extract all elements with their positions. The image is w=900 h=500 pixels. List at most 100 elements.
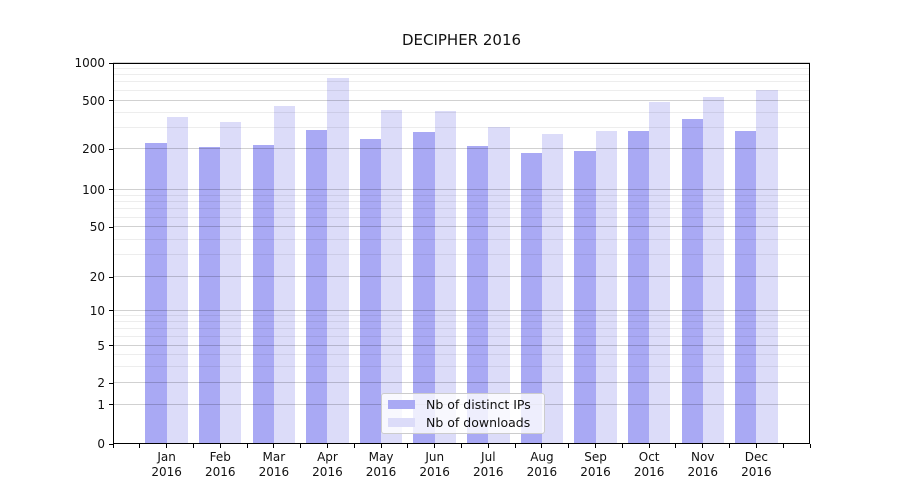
x-tick-mark-23 — [729, 444, 731, 448]
minor-gridline-6 — [113, 335, 810, 337]
minor-gridline-3 — [113, 365, 810, 367]
y-tick-label-2: 2 — [97, 376, 105, 391]
minor-gridline-400 — [113, 111, 810, 113]
y-tick-mark-2 — [109, 382, 113, 384]
bar-distinct-ips-aug — [520, 153, 542, 444]
x-tick-label-dec-2016: Dec 2016 — [724, 450, 788, 480]
bar-distinct-ips-sep — [574, 150, 596, 444]
x-tick-month: Aug — [530, 450, 554, 464]
bars-layer — [113, 63, 810, 444]
x-tick-mark-22 — [702, 444, 704, 448]
x-tick-mark-18 — [595, 444, 597, 448]
bar-downloads-mar — [273, 106, 296, 444]
x-tick-month: Jan — [157, 450, 176, 464]
x-tick-year: 2016 — [419, 465, 450, 479]
y-tick-mark-0 — [109, 443, 113, 445]
y-tick-label-0: 0 — [97, 437, 105, 451]
legend-label: Nb of downloads — [426, 414, 531, 430]
x-tick-label-jul-2016: Jul 2016 — [456, 450, 520, 480]
y-tick-mark-20 — [109, 276, 113, 278]
legend-item-downloads: Nb of downloads — [388, 414, 538, 432]
bar-distinct-ips-dec — [735, 130, 757, 444]
y-tick-label-20: 20 — [89, 270, 105, 285]
legend-swatch-downloads — [388, 417, 415, 427]
x-tick-mark-19 — [621, 444, 623, 448]
y-tick-mark-100 — [109, 189, 113, 191]
bar-distinct-ips-jun — [413, 131, 435, 444]
x-tick-label-aug-2016: Aug 2016 — [510, 450, 574, 480]
minor-gridline-600 — [113, 89, 810, 91]
x-tick-label-apr-2016: Apr 2016 — [295, 450, 359, 480]
x-tick-mark-24 — [755, 444, 757, 448]
bar-distinct-ips-feb — [198, 146, 221, 444]
minor-gridline-800 — [113, 74, 810, 76]
bar-downloads-feb — [220, 121, 242, 444]
bar-downloads-jul — [488, 127, 510, 444]
minor-gridline-300 — [113, 126, 810, 128]
x-tick-year: 2016 — [258, 465, 290, 479]
minor-gridline-70 — [113, 208, 810, 210]
minor-gridline-60 — [113, 216, 810, 218]
y-tick-mark-200 — [109, 148, 113, 150]
legend-item-distinct-ips: Nb of distinct IPs — [388, 396, 538, 414]
plot-area: Nb of distinct IPs Nb of downloads — [113, 62, 810, 444]
bar-distinct-ips-nov — [681, 119, 703, 444]
x-tick-year: 2016 — [473, 465, 504, 479]
x-tick-month: May — [368, 450, 394, 464]
x-tick-label-may-2016: May 2016 — [349, 450, 413, 480]
y-tick-label-1000: 1000 — [74, 56, 105, 70]
y-tick-label-10: 10 — [89, 303, 105, 318]
minor-gridline-900 — [113, 67, 810, 69]
x-tick-mark-20 — [648, 444, 650, 448]
x-tick-mark-9 — [353, 444, 355, 448]
x-tick-label-nov-2016: Nov 2016 — [671, 450, 735, 480]
major-gridline-50 — [113, 226, 810, 228]
x-tick-mark-10 — [380, 444, 382, 448]
x-tick-mark-7 — [300, 444, 302, 448]
bar-distinct-ips-mar — [252, 144, 274, 444]
minor-gridline-80 — [113, 201, 810, 203]
bar-downloads-aug — [541, 133, 564, 444]
minor-gridline-8 — [113, 320, 810, 322]
x-tick-mark-15 — [514, 444, 516, 448]
y-tick-label-5: 5 — [97, 338, 105, 353]
x-tick-mark-11 — [407, 444, 409, 448]
minor-gridline-40 — [113, 238, 810, 240]
legend-swatch-distinct-ips — [388, 400, 415, 410]
y-tick-label-500: 500 — [82, 93, 105, 108]
x-tick-mark-17 — [568, 444, 570, 448]
y-tick-mark-1 — [109, 404, 113, 406]
x-tick-mark-1 — [139, 444, 141, 448]
x-tick-mark-16 — [541, 444, 543, 448]
y-tick-mark-10 — [109, 310, 113, 312]
x-tick-month: Jul — [481, 450, 496, 464]
x-tick-month: Nov — [691, 450, 715, 464]
bar-distinct-ips-apr — [306, 129, 328, 444]
major-gridline-2 — [113, 382, 810, 384]
x-tick-mark-25 — [782, 444, 784, 448]
major-gridline-1000 — [113, 62, 810, 63]
x-tick-year: 2016 — [365, 465, 397, 479]
x-tick-label-mar-2016: Mar 2016 — [242, 450, 306, 480]
x-tick-mark-4 — [219, 444, 221, 448]
x-tick-mark-26 — [809, 444, 811, 448]
x-tick-month: Apr — [317, 450, 338, 464]
x-tick-month: Oct — [638, 450, 660, 464]
x-tick-year: 2016 — [580, 465, 611, 479]
x-tick-mark-2 — [166, 444, 168, 448]
x-tick-month: Mar — [262, 450, 286, 464]
x-tick-year: 2016 — [312, 465, 343, 479]
bar-downloads-jan — [166, 117, 188, 444]
x-tick-label-oct-2016: Oct 2016 — [617, 450, 681, 480]
y-tick-label-100: 100 — [82, 182, 105, 197]
bar-distinct-ips-oct — [627, 130, 650, 444]
bar-downloads-jun — [434, 110, 456, 444]
chart-title: DECIPHER 2016 — [401, 31, 522, 49]
x-tick-month: Jun — [425, 450, 445, 464]
y-tick-label-200: 200 — [82, 142, 105, 157]
bar-downloads-sep — [595, 130, 617, 444]
legend-label: Nb of distinct IPs — [426, 397, 531, 413]
minor-gridline-7 — [113, 327, 810, 329]
y-tick-label-50: 50 — [89, 220, 105, 235]
x-tick-label-sep-2016: Sep 2016 — [564, 450, 628, 480]
